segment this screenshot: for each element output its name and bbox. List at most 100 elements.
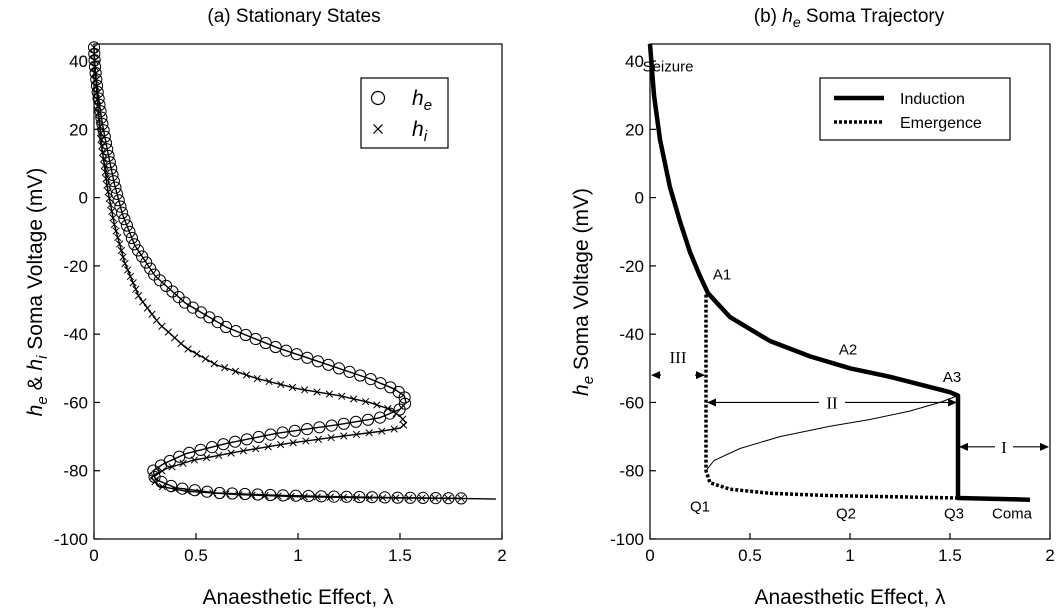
hi-point: [242, 371, 251, 379]
hi-point: [365, 429, 373, 437]
region-ii-label-bg: [819, 393, 845, 412]
he-point: [455, 492, 468, 505]
he-point: [301, 351, 314, 364]
legend-cross-marker: [373, 124, 383, 134]
hi-point: [399, 415, 407, 423]
panel-a-x-tick-label: 0: [89, 546, 98, 565]
hi-point: [184, 345, 192, 353]
hi-point: [379, 494, 387, 502]
hi-point: [139, 298, 147, 306]
hi-point: [231, 367, 240, 375]
annotation-seizure: Seizure: [643, 58, 694, 75]
he-point: [353, 490, 366, 504]
panel-b-x-tick-label: 1.5: [938, 546, 962, 565]
he-point: [325, 419, 338, 432]
hi-point: [314, 435, 323, 443]
hi-point: [300, 386, 309, 394]
he-point: [136, 250, 149, 263]
he-point: [322, 358, 335, 371]
he-point: [188, 484, 201, 497]
hi-point: [457, 494, 465, 503]
panel-b-y-tick-label: 40: [625, 52, 644, 71]
panel-a-y-tick-label: 40: [69, 52, 88, 71]
he-point: [290, 348, 303, 361]
hi-point: [171, 334, 179, 342]
hi-point: [444, 494, 452, 502]
hi-point: [276, 440, 285, 449]
legend-label-hi: hi: [412, 118, 428, 145]
hi-point: [302, 437, 310, 445]
hi-point: [129, 279, 137, 287]
he-point: [148, 470, 161, 484]
panel-a-x-tick-label: 1: [293, 546, 302, 565]
he-point: [217, 438, 230, 451]
hi-point: [210, 360, 218, 368]
region-ii-label: II: [826, 393, 838, 412]
panel-b-plot-area: -100 -80 -60 -40 -20 0 20 40 0 0.5 1 1.5 2 Seizure A1 A…: [610, 43, 1055, 565]
he-point: [205, 441, 219, 454]
panel-b-y-tick-label: -80: [619, 462, 644, 481]
legend-label-emergence: Emergence: [900, 115, 982, 132]
legend-circle-marker: [370, 90, 386, 106]
he-point: [176, 482, 189, 495]
he-point: [313, 421, 326, 434]
he-point: [147, 464, 160, 477]
panel-a-y-tick-label: -40: [63, 325, 88, 344]
he-point: [88, 60, 102, 73]
hi-point: [158, 322, 166, 330]
he-point: [194, 443, 207, 456]
he-point: [264, 488, 277, 502]
panel-a-frame: [93, 43, 503, 540]
annotation-q2: Q2: [836, 506, 856, 523]
panel-a-y-tick-label: -80: [63, 462, 88, 481]
panel-b-y-axis-label: he Soma Voltage (mV): [570, 188, 597, 396]
he-point: [366, 491, 379, 504]
hi-point: [313, 493, 321, 501]
hi-point: [114, 233, 122, 242]
he-point: [391, 491, 404, 504]
panel-a-y-tick-label: 20: [69, 120, 88, 139]
he-point: [92, 92, 105, 105]
annotation-q1: Q1: [690, 499, 710, 516]
panel-b-y-tick-label: -100: [610, 530, 644, 549]
he-point: [90, 73, 103, 86]
hi-point: [288, 383, 297, 392]
hi-point: [338, 392, 346, 400]
panel-b-y-tick-label: -40: [619, 325, 644, 344]
region-iii-label: III: [670, 348, 687, 367]
he-point: [101, 143, 114, 156]
he-point: [349, 415, 362, 428]
annotation-a3: A3: [943, 369, 961, 386]
unstable-branch-line: [705, 395, 959, 472]
he-point: [114, 200, 127, 213]
hi-point: [132, 285, 140, 293]
panel-b-x-tick-label: 0.5: [738, 546, 762, 565]
he-point: [128, 238, 141, 251]
he-point: [89, 66, 102, 80]
panel-a-x-tick-label: 1.5: [388, 546, 412, 565]
panel-b-y-tick-label: -60: [619, 393, 644, 412]
he-point: [251, 488, 264, 501]
hi-point: [300, 493, 308, 501]
panel-b-x-tick-label: 0: [645, 546, 654, 565]
he-point: [302, 489, 315, 503]
hi-point: [193, 350, 201, 358]
panel-a-y-tick-label: -60: [63, 393, 88, 412]
region-ii-arrowhead-right: [948, 398, 957, 407]
hi-point: [352, 430, 361, 439]
hi-point: [152, 316, 161, 325]
hi-point: [252, 445, 260, 453]
panel-a-y-tick-label: -20: [63, 257, 88, 276]
he-point: [90, 79, 104, 92]
panel-b-legend: Induction Emergence: [819, 77, 1011, 141]
he-point: [301, 423, 314, 436]
he-point: [276, 426, 289, 439]
hi-point: [119, 253, 127, 261]
region-i-arrowhead-right: [1040, 442, 1049, 451]
hi-point: [289, 439, 297, 447]
hi-point: [115, 240, 124, 248]
he-point: [269, 340, 282, 354]
panel-a-x-axis-label: Anaesthetic Effect, λ: [202, 586, 394, 609]
hi-point: [100, 161, 108, 170]
panel-a-y-tick-label: -100: [54, 530, 88, 549]
